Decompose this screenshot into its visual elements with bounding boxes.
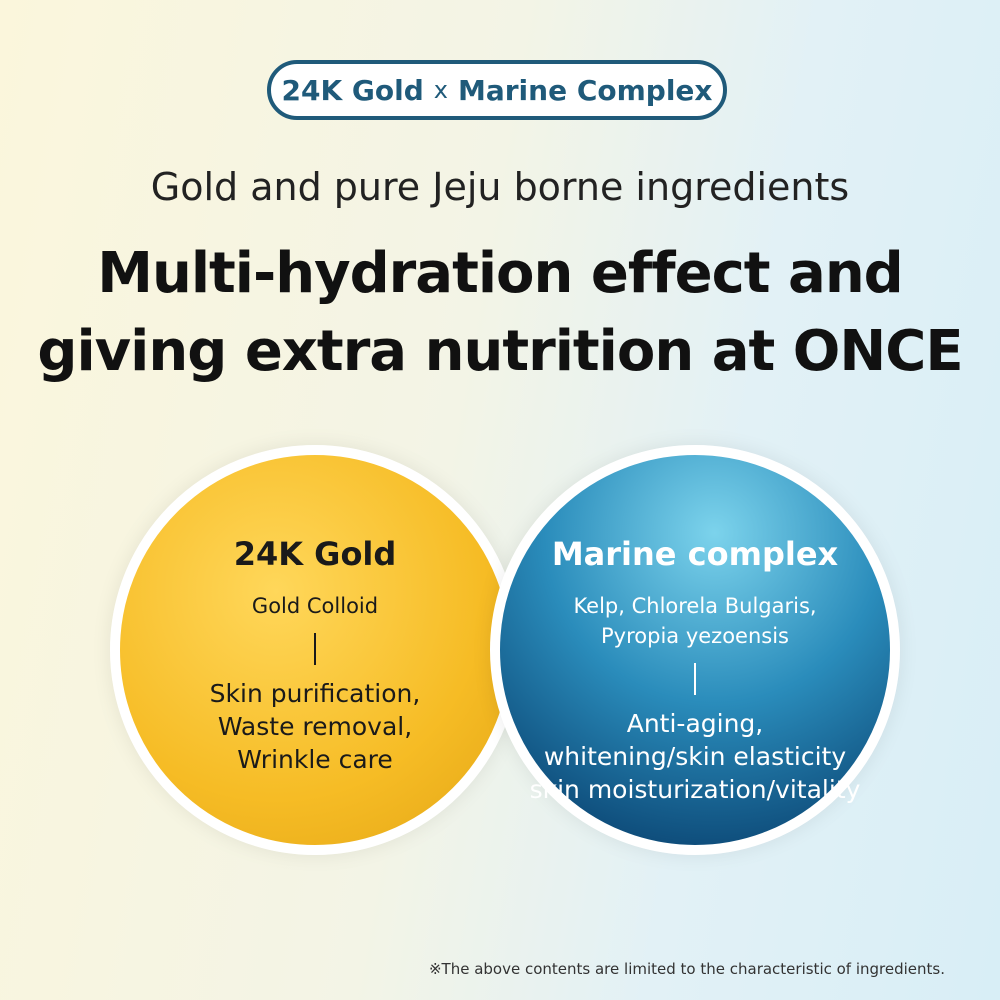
benefits: Anti-aging, whitening/skin elasticity skin… <box>500 707 890 806</box>
ingredient: Pyropia yezoensis <box>601 624 789 648</box>
benefit: Skin purification, <box>209 679 421 708</box>
badge-left: 24K Gold <box>281 73 424 107</box>
benefits: Skin purification, Waste removal, Wrinkle … <box>120 677 510 776</box>
circle-title: 24K Gold <box>233 535 397 573</box>
benefit: Anti-aging, <box>626 709 764 738</box>
ingredient: Gold Colloid <box>251 594 379 618</box>
ingredient: Kelp, Chlorela Bulgaris, <box>573 594 817 618</box>
ingredients: Gold Colloid <box>120 591 510 621</box>
badge: 24K Gold x Marine Complex <box>267 60 727 120</box>
badge-right: Marine Complex <box>457 73 713 107</box>
divider <box>314 633 316 665</box>
gold-circle: 24K Gold Gold Colloid Skin purification, Wa… <box>110 445 520 855</box>
footnote: ※The above contents are limited to the c… <box>428 960 945 978</box>
headline-line: Multi-hydration effect and <box>97 241 904 306</box>
benefit: skin moisturization/vitality <box>529 775 861 804</box>
headline-line: giving extra nutrition at ONCE <box>37 319 963 384</box>
divider <box>694 663 696 695</box>
badge-joiner: x <box>433 76 448 104</box>
benefit: Waste removal, <box>217 712 413 741</box>
circle-title: Marine complex <box>551 535 839 573</box>
marine-circle: Marine complex Kelp, Chlorela Bulgaris, Py… <box>490 445 900 855</box>
ingredients: Kelp, Chlorela Bulgaris, Pyropia yezoensi… <box>500 591 890 651</box>
benefit: Wrinkle care <box>237 745 393 774</box>
headline: Multi-hydration effect and giving extra … <box>0 235 1000 391</box>
subtitle: Gold and pure Jeju borne ingredients <box>150 165 850 209</box>
benefit: whitening/skin elasticity <box>543 742 847 771</box>
